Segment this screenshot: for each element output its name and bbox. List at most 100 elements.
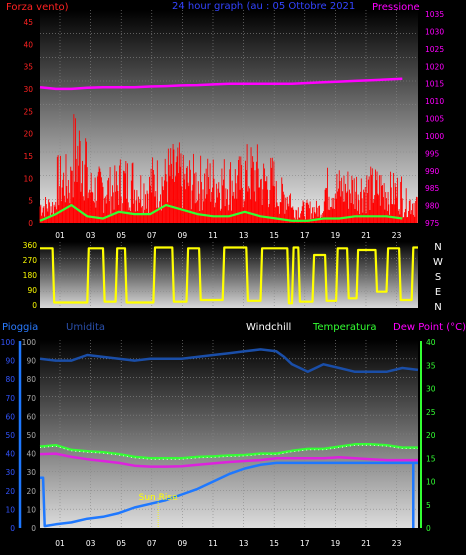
x-tick-label: 13 <box>239 231 249 240</box>
weather-panel-series <box>39 348 419 528</box>
direction-tick-label: 0 <box>32 301 37 310</box>
pressure-tick-label: 980 <box>425 202 440 211</box>
wind-tick-label: 15 <box>23 152 33 161</box>
windchill-legend: Windchill <box>246 322 291 333</box>
humidity-tick-label: 60 <box>26 412 36 421</box>
x-tick-label: 15 <box>269 231 279 240</box>
rain-line <box>40 461 418 528</box>
x-tick-label: 13 <box>239 539 249 548</box>
humidity-tick-label: 40 <box>26 450 36 459</box>
wind-left-axis: 0 5 10 15 20 25 30 35 40 45 <box>23 18 33 228</box>
wind-tick-label: 30 <box>23 85 33 94</box>
chart-title: 24 hour graph (au : 05 Ottobre 2021 <box>172 1 355 12</box>
weather-right-axis: 0 5 10 15 20 25 30 35 40 <box>420 338 436 533</box>
dewpoint-legend: Dew Point (°C) <box>393 322 466 333</box>
x-tick-label: 07 <box>147 231 157 240</box>
x-tick-label: 15 <box>269 539 279 548</box>
x-tick-label: 09 <box>178 231 188 240</box>
temperature-tick-label: 40 <box>426 338 436 347</box>
wind-panel-grid <box>40 10 418 223</box>
rain-tick-label: 30 <box>5 468 15 477</box>
temperature-tick-label: 30 <box>426 385 436 394</box>
x-tick-label: 09 <box>178 539 188 548</box>
wind-tick-label: 45 <box>23 18 33 27</box>
temperature-tick-label: 25 <box>426 408 436 417</box>
pressure-tick-label: 1010 <box>425 97 444 106</box>
pressure-axis-title: Pressione <box>372 2 420 13</box>
direction-tick-label: 180 <box>23 271 38 280</box>
pressure-tick-label: 995 <box>425 149 440 158</box>
humidity-legend: Umidita <box>66 322 105 333</box>
direction-tick-label: 90 <box>27 286 37 295</box>
direction-left-axis: 0 90 180 270 360 <box>23 241 38 310</box>
rain-tick-label: 0 <box>10 524 15 533</box>
wind-panel-series <box>39 77 403 222</box>
compass-label: W <box>433 257 443 268</box>
rain-tick-label: 90 <box>5 357 15 366</box>
x-tick-label: 11 <box>208 539 218 548</box>
rain-tick-label: 100 <box>1 338 16 347</box>
wind-tick-label: 35 <box>23 63 33 72</box>
rain-tick-label: 50 <box>5 431 15 440</box>
dewpoint-line <box>39 452 418 468</box>
humidity-tick-label: 30 <box>26 468 36 477</box>
temperature-legend: Temperatura <box>312 322 377 333</box>
x-tick-label: 03 <box>86 231 96 240</box>
weather-panel-grid <box>40 340 418 528</box>
x-tick-label: 05 <box>116 231 126 240</box>
pressure-right-axis: 975 980 985 990 995 1000 1005 1010 1015 1020 1025 1… <box>425 10 444 228</box>
pressure-tick-label: 975 <box>425 219 440 228</box>
pressure-line <box>39 77 403 91</box>
sunrise-label: Sun Rise <box>139 493 178 503</box>
temperature-tick-label: 0 <box>426 524 431 533</box>
humidity-tick-label: 10 <box>26 505 36 514</box>
temperature-tick-label: 10 <box>426 478 436 487</box>
humidity-tick-label: 100 <box>22 338 37 347</box>
x-tick-label: 01 <box>55 231 65 240</box>
pressure-tick-label: 1015 <box>425 80 444 89</box>
rain-tick-label: 70 <box>5 394 15 403</box>
temperature-tick-label: 20 <box>426 431 436 440</box>
x-tick-label: 17 <box>300 231 310 240</box>
wind-tick-label: 10 <box>23 174 33 183</box>
humidity-tick-label: 90 <box>26 357 36 366</box>
x-tick-label: 05 <box>116 539 126 548</box>
wind-tick-label: 20 <box>23 130 33 139</box>
pressure-tick-label: 1035 <box>425 10 444 19</box>
x-tick-label: 21 <box>361 231 371 240</box>
rain-tick-label: 60 <box>5 412 15 421</box>
gust-series <box>39 114 418 223</box>
temperature-tick-label: 15 <box>426 454 436 463</box>
rain-tick-label: 10 <box>5 505 15 514</box>
wind-tick-label: 25 <box>23 107 33 116</box>
compass-label: E <box>435 287 441 298</box>
rain-tick-label: 80 <box>5 375 15 384</box>
wind-direction-line <box>40 246 418 305</box>
x-tick-label: 19 <box>331 231 341 240</box>
wind-axis-title: Forza vento) <box>6 2 69 13</box>
pressure-tick-label: 1025 <box>425 45 444 54</box>
wind-tick-label: 0 <box>28 219 33 228</box>
pressure-tick-label: 1005 <box>425 115 444 124</box>
rain-tick-label: 40 <box>5 450 15 459</box>
temperature-line <box>39 443 418 460</box>
x-tick-label: 17 <box>300 539 310 548</box>
pressure-tick-label: 1030 <box>425 27 444 36</box>
x-tick-label: 07 <box>147 539 157 548</box>
x-tick-label: 23 <box>392 231 402 240</box>
weather-left-axis: 0 0 10 10 20 20 30 30 40 40 50 50 60 60 70 70 80 80 90 90 10… <box>1 338 37 533</box>
wind-tick-label: 5 <box>28 197 33 206</box>
pressure-tick-label: 1020 <box>425 62 444 71</box>
direction-tick-label: 270 <box>23 256 38 265</box>
humidity-line <box>39 348 419 374</box>
humidity-tick-label: 50 <box>26 431 36 440</box>
direction-panel-series <box>40 246 418 305</box>
pressure-tick-label: 990 <box>425 167 440 176</box>
humidity-tick-label: 80 <box>26 375 36 384</box>
x-tick-label: 11 <box>208 231 218 240</box>
compass-label: N <box>434 302 441 313</box>
humidity-tick-label: 20 <box>26 487 36 496</box>
